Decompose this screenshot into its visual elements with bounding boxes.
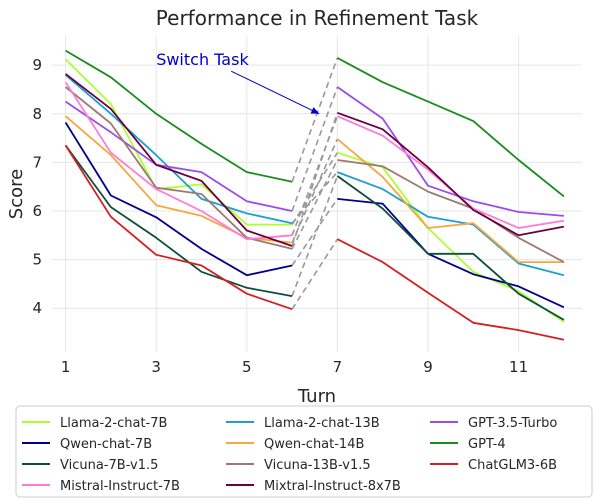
chart-title: Performance in Refinement Task xyxy=(156,6,479,30)
y-tick-label: 8 xyxy=(32,105,42,123)
y-tick-label: 7 xyxy=(32,153,42,171)
series-line xyxy=(336,138,564,264)
legend-label: Vicuna-7B-v1.5 xyxy=(60,458,158,473)
series-line xyxy=(64,122,293,277)
x-tick-label: 11 xyxy=(509,358,528,376)
y-tick-label: 9 xyxy=(32,56,42,74)
series-line xyxy=(65,100,293,212)
x-tick-label: 5 xyxy=(242,358,252,376)
legend-frame xyxy=(15,405,593,498)
y-tick-label: 4 xyxy=(32,299,42,317)
legend-label: GPT-3.5-Turbo xyxy=(468,416,557,431)
series-line xyxy=(64,81,293,241)
switch-connector xyxy=(291,198,339,266)
x-tick-label: 1 xyxy=(61,358,71,376)
switch-connector xyxy=(291,152,339,226)
annotation-arrow xyxy=(230,70,320,115)
switch-connectors xyxy=(291,57,339,310)
switch-connector xyxy=(291,175,339,297)
series-line xyxy=(64,144,293,311)
switch-connector xyxy=(291,86,339,212)
series-line xyxy=(65,86,293,250)
series-lines xyxy=(64,49,565,341)
series-line xyxy=(336,238,565,341)
legend: Llama-2-chat-7B Llama-2-chat-13B GPT-3.5-T… xyxy=(15,405,593,498)
legend-label: Llama-2-chat-13B xyxy=(264,416,380,431)
legend-label: Mixtral-Instruct-8x7B xyxy=(264,479,401,494)
switch-task-annotation: Switch Task xyxy=(156,50,320,115)
axes: 1 3 5 7 9 11 4 5 6 7 8 9 xyxy=(32,56,528,376)
legend-label: Vicuna-13B-v1.5 xyxy=(264,458,371,473)
switch-connector xyxy=(291,115,339,236)
legend-label: Qwen-chat-7B xyxy=(60,437,152,452)
switch-task-label: Switch Task xyxy=(156,50,249,69)
switch-connector xyxy=(291,138,339,243)
series-line xyxy=(336,86,564,217)
y-tick-label: 6 xyxy=(32,202,42,220)
x-tick-label: 9 xyxy=(423,358,433,376)
plot-area xyxy=(52,36,582,352)
x-axis-title: Turn xyxy=(297,386,336,407)
grid xyxy=(52,36,582,352)
annotation-arrowhead xyxy=(310,107,320,114)
series-line xyxy=(337,159,565,263)
series-line xyxy=(336,175,565,321)
series-line xyxy=(336,57,565,198)
legend-label: GPT-4 xyxy=(468,437,506,452)
series-line xyxy=(65,73,293,247)
series-line xyxy=(65,74,293,225)
series-line xyxy=(337,111,565,237)
switch-connector xyxy=(291,112,339,247)
series-line xyxy=(337,171,565,277)
legend-label: ChatGLM3-6B xyxy=(468,458,557,473)
switch-connector xyxy=(291,57,339,183)
x-tick-label: 3 xyxy=(151,358,161,376)
legend-label: Llama-2-chat-7B xyxy=(60,416,167,431)
switch-connector xyxy=(291,159,339,250)
legend-label: Qwen-chat-14B xyxy=(264,437,364,452)
series-line xyxy=(65,49,293,183)
y-tick-label: 5 xyxy=(32,251,42,269)
series-line xyxy=(64,58,293,226)
x-tick-label: 7 xyxy=(333,358,343,376)
legend-label: Mistral-Instruct-7B xyxy=(60,479,180,494)
series-line xyxy=(64,144,293,297)
y-axis-title: Score xyxy=(6,169,27,219)
switch-connector xyxy=(291,238,339,310)
